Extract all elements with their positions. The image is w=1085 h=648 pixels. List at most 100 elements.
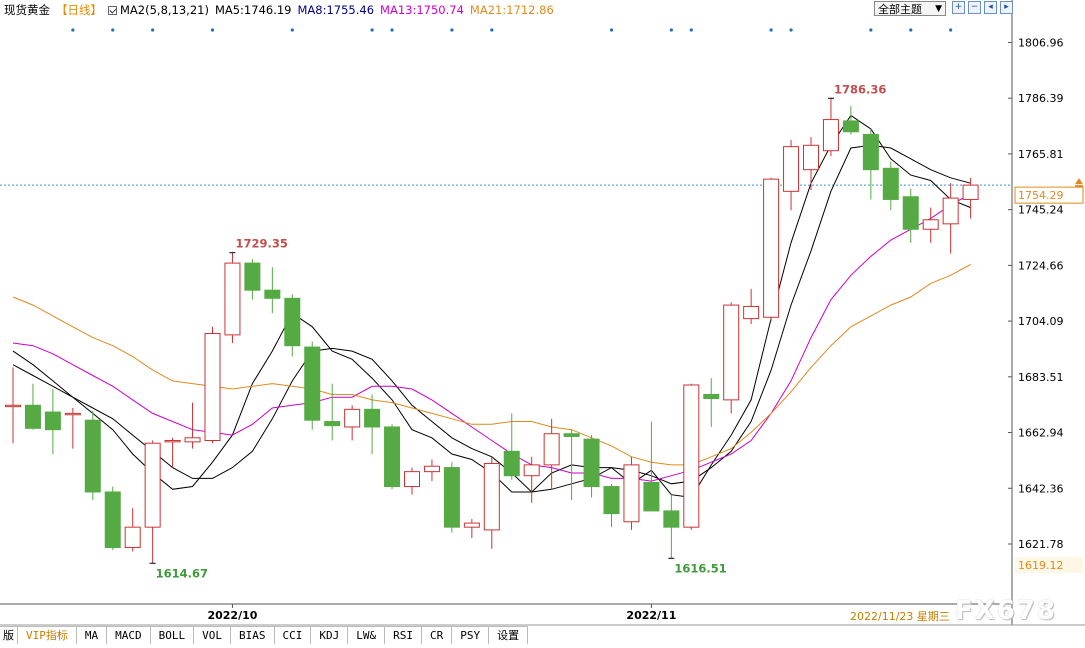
candle-body[interactable] — [803, 144, 819, 171]
symbol-name: 现货黄金 — [4, 3, 50, 17]
candle-body[interactable] — [84, 419, 101, 493]
tab-4[interactable]: BOLL — [150, 626, 195, 644]
candle-body[interactable] — [503, 450, 520, 477]
event-marker-dot[interactable] — [769, 28, 773, 32]
event-marker-dot[interactable] — [390, 28, 394, 32]
candle-body[interactable] — [483, 463, 500, 531]
candle-body[interactable] — [822, 119, 839, 152]
candle-body[interactable] — [44, 411, 61, 431]
candle-body[interactable] — [264, 289, 281, 299]
candle-body[interactable] — [623, 464, 640, 523]
candle-body[interactable] — [364, 408, 381, 428]
tab-1[interactable]: VIP指标 — [18, 626, 77, 644]
candle-body[interactable] — [563, 433, 580, 437]
candle-body[interactable] — [404, 471, 420, 488]
candle-body[interactable] — [344, 408, 361, 428]
candle-body[interactable] — [842, 120, 859, 133]
candle-body[interactable] — [603, 486, 620, 515]
period-label[interactable]: 【日线】 — [56, 3, 102, 17]
tab-8[interactable]: KDJ — [311, 626, 349, 644]
candle-body[interactable] — [244, 262, 261, 291]
ma-group[interactable]: MA2(5,8,13,21) — [108, 2, 209, 18]
event-marker-dot[interactable] — [290, 28, 294, 32]
event-marker-dot[interactable] — [210, 28, 215, 32]
event-marker-dot[interactable] — [111, 28, 115, 32]
event-marker-dot[interactable] — [689, 28, 693, 32]
candle-body[interactable] — [164, 440, 181, 443]
zoom-in-icon[interactable]: + — [952, 1, 965, 14]
candle-body[interactable] — [942, 197, 959, 225]
candle-body[interactable] — [862, 133, 879, 171]
candle-body[interactable] — [384, 426, 401, 488]
candle-body[interactable] — [204, 333, 221, 442]
event-marker-dot[interactable] — [869, 28, 873, 32]
candle-body[interactable] — [423, 465, 440, 473]
event-marker-dot[interactable] — [450, 28, 454, 32]
candle-body[interactable] — [882, 167, 899, 200]
tab-6[interactable]: BIAS — [231, 626, 275, 644]
tab-10[interactable]: RSI — [385, 626, 422, 644]
candle-body[interactable] — [523, 464, 540, 477]
chart-header: 现货黄金 【日线】 MA2(5,8,13,21) MA5:1746.19 MA8:… — [4, 2, 554, 18]
event-marker-dot[interactable] — [609, 28, 614, 32]
candle-body[interactable] — [463, 522, 480, 528]
event-marker-dot[interactable] — [669, 28, 673, 32]
candle-body[interactable] — [763, 178, 780, 318]
zoom-out-icon[interactable]: − — [968, 1, 981, 14]
candle-body[interactable] — [743, 305, 760, 320]
theme-label: 全部主题 — [878, 3, 922, 16]
candle-body[interactable] — [104, 491, 121, 548]
candle-body[interactable] — [304, 346, 321, 421]
candle-body[interactable] — [24, 404, 41, 429]
candle-body[interactable] — [902, 196, 919, 230]
tab-9[interactable]: LW& — [348, 626, 386, 644]
candle-body[interactable] — [64, 412, 81, 416]
theme-dropdown[interactable]: 全部主题 ▼ — [874, 1, 946, 16]
candle-body[interactable] — [284, 297, 301, 347]
candle-body[interactable] — [683, 384, 700, 528]
current-price-box — [1014, 186, 1084, 204]
event-marker-dot[interactable] — [71, 28, 75, 32]
candle-body[interactable] — [224, 262, 241, 336]
event-marker-dot[interactable] — [909, 28, 913, 32]
candle-body[interactable] — [124, 526, 141, 548]
tab-2[interactable]: MA — [76, 626, 108, 644]
event-marker-dot[interactable] — [151, 28, 155, 32]
y-tick-label: 1724.66 — [1018, 259, 1064, 272]
candle-body[interactable] — [922, 219, 939, 230]
tab-5[interactable]: VOL — [194, 626, 231, 644]
candle-body[interactable] — [663, 510, 680, 528]
candle-body[interactable] — [723, 304, 740, 401]
step-forward-icon[interactable]: ▸ — [1000, 1, 1013, 14]
candle-body[interactable] — [144, 442, 161, 528]
ma-line-ma13 — [12, 193, 971, 482]
candle-body[interactable] — [703, 393, 720, 400]
tab-0[interactable]: 版 — [0, 626, 18, 644]
chevron-down-icon: ▼ — [935, 4, 942, 14]
event-marker-dot[interactable] — [490, 28, 494, 32]
tab-7[interactable]: CCI — [274, 626, 312, 644]
ma-value-0: MA5:1746.19 — [214, 3, 292, 17]
candle-body[interactable] — [962, 184, 979, 200]
event-marker-dot[interactable] — [370, 28, 374, 32]
candle-body[interactable] — [324, 421, 341, 427]
event-marker-dot[interactable] — [789, 28, 793, 32]
y-tick-label: 1621.78 — [1018, 538, 1064, 551]
candle-body[interactable] — [5, 404, 21, 408]
candle-body[interactable] — [643, 481, 660, 512]
event-marker-dot[interactable] — [949, 28, 953, 32]
candle-body[interactable] — [583, 438, 600, 488]
tab-3[interactable]: MACD — [107, 626, 151, 644]
tab-13[interactable]: 设置 — [489, 626, 529, 644]
ma-group-label: MA2(5,8,13,21) — [120, 3, 209, 17]
candle-body[interactable] — [783, 146, 800, 192]
candle-body[interactable] — [543, 433, 560, 466]
tab-12[interactable]: PSY — [452, 626, 490, 644]
candle-body[interactable] — [443, 467, 460, 528]
tab-11[interactable]: CR — [422, 626, 453, 644]
step-back-icon[interactable]: ◂ — [984, 1, 997, 14]
candle-body[interactable] — [184, 437, 201, 443]
checkbox-icon[interactable] — [108, 5, 117, 15]
